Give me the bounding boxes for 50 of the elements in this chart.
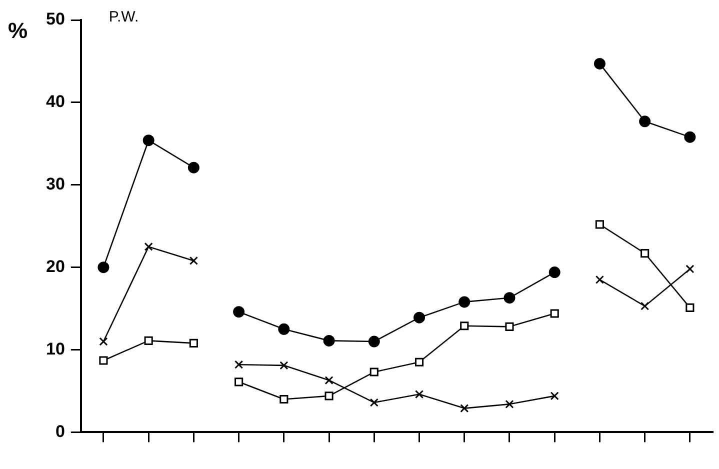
point: [686, 264, 694, 274]
point: [640, 302, 650, 310]
point: [234, 378, 244, 386]
point: [460, 404, 469, 413]
annotation: P.W.: [108, 8, 139, 26]
point: [99, 337, 108, 346]
point: [548, 266, 560, 278]
point: [686, 303, 694, 312]
point: [460, 322, 469, 330]
point: [189, 338, 198, 348]
point: [684, 131, 696, 143]
point: [505, 400, 514, 408]
point: [99, 356, 108, 365]
point: [280, 361, 288, 370]
y-tick-label: 50: [46, 10, 65, 29]
point: [280, 394, 288, 404]
point: [504, 292, 516, 304]
point: [414, 390, 424, 399]
point: [188, 162, 200, 174]
point: [414, 312, 426, 324]
point: [550, 309, 559, 318]
point: [323, 334, 335, 346]
point: [98, 262, 110, 274]
point: [368, 336, 380, 348]
y-tick-label: 40: [46, 92, 65, 112]
y-tick-label: 20: [46, 257, 65, 276]
point: [370, 398, 378, 407]
point: [640, 249, 650, 258]
point: [458, 296, 470, 308]
point: [144, 242, 153, 251]
point: [324, 392, 334, 400]
point: [639, 116, 651, 128]
point: [595, 275, 604, 284]
y-tick-label: 10: [46, 339, 65, 358]
point: [234, 360, 244, 369]
point: [595, 220, 604, 229]
point: [189, 256, 198, 266]
point: [505, 322, 514, 331]
point: [324, 376, 334, 385]
y-tick-label: 30: [46, 174, 65, 194]
point: [414, 358, 424, 366]
y-tick-label: 0: [55, 422, 65, 441]
point: [550, 392, 559, 400]
y-axis-title: %: [8, 18, 28, 44]
point: [594, 58, 606, 70]
point: [370, 368, 378, 376]
point: [233, 306, 245, 318]
point: [144, 336, 153, 345]
point: [142, 134, 154, 146]
point: [278, 323, 290, 335]
